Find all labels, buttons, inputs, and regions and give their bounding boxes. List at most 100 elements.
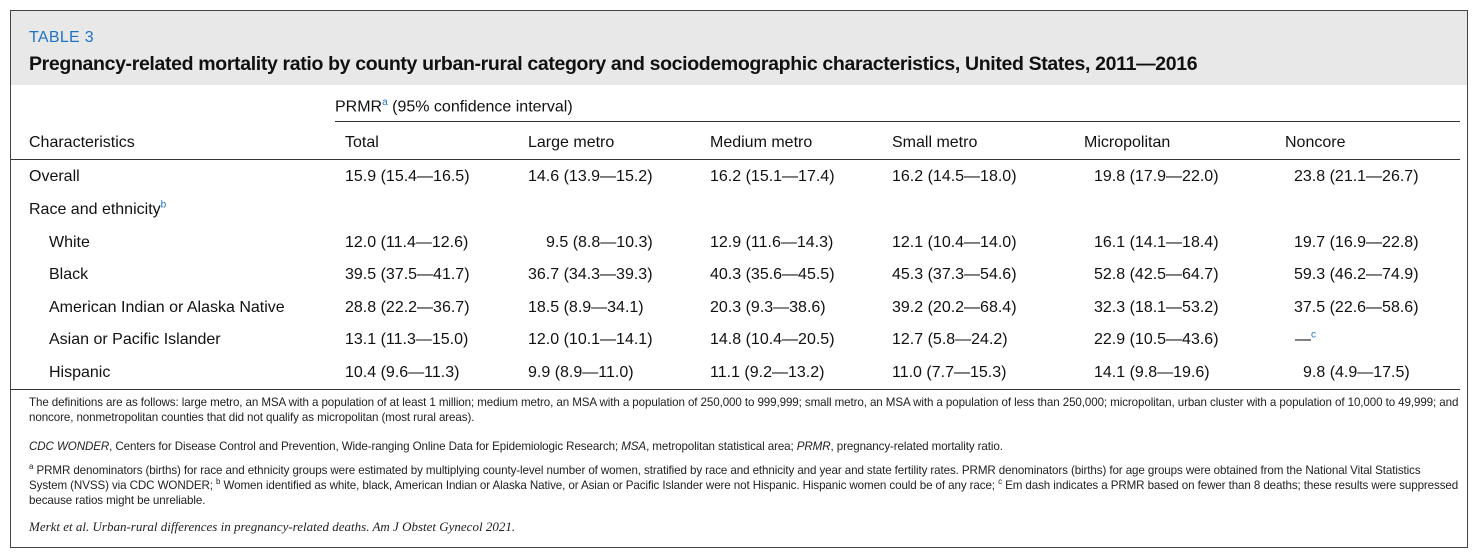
footnote-b-text: Women identified as white, black, Americ… [220,479,999,492]
cell-value: 12.0 (11.4—12.6) [345,234,469,251]
row-label: Race and ethnicityb [29,200,166,220]
cell-value: 45.3 (37.3—54.6) [892,266,1017,283]
footnote-marker: b [160,199,167,211]
table-cell: 39.2 (20.2—68.4) [892,298,1017,318]
footnote-marker: c [1311,329,1316,341]
cell-value: 52.8 (42.5—64.7) [1094,266,1219,283]
table-cell: 23.8 (21.1—26.7) [1294,167,1419,187]
row-label: Black [49,265,88,285]
table-cell: 14.8 (10.4—20.5) [710,330,835,350]
table-cell: 39.5 (37.5—41.7) [345,265,470,285]
table-cell: 19.7 (16.9—22.8) [1294,233,1419,253]
spanner-rule [335,121,1460,122]
table-cell: 40.3 (35.6—45.5) [710,265,835,285]
cell-value: 13.1 (11.3—15.0) [345,331,469,348]
abbrev-msa-text: , metropolitan statistical area; [646,440,797,453]
table-cell: 12.9 (11.6—14.3) [710,233,833,253]
table-cell: 19.8 (17.9—22.0) [1094,167,1219,187]
cell-value: 36.7 (34.3—39.3) [528,266,653,283]
table-cell: 52.8 (42.5—64.7) [1094,265,1219,285]
table-header: TABLE 3 Pregnancy-related mortality rati… [11,11,1467,85]
row-label: Asian or Pacific Islander [49,330,221,350]
table-cell: 37.5 (22.6—58.6) [1294,298,1419,318]
cell-value: 9.9 (8.9—11.0) [528,364,634,381]
cell-value: 12.9 (11.6—14.3) [710,234,834,251]
bottom-rule [11,389,1460,390]
table-cell: 32.3 (18.1—53.2) [1094,298,1219,318]
cell-value: 12.7 (5.8—24.2) [892,331,1008,348]
row-label: Overall [29,167,80,187]
cell-value: 10.4 (9.6—11.3) [345,364,460,381]
abbrev-prmr: PRMR [796,440,831,453]
row-label-text: American Indian or Alaska Native [49,299,285,316]
cell-value: 16.2 (14.5—18.0) [892,168,1017,185]
table-cell: 9.5 (8.8—10.3) [546,233,653,253]
table-cell: —c [1295,330,1316,350]
footnotes: a PRMR denominators (births) for race an… [29,463,1459,508]
table-cell: 12.0 (11.4—12.6) [345,233,468,253]
cell-value: 14.8 (10.4—20.5) [710,331,835,348]
cell-value: 32.3 (18.1—53.2) [1094,299,1219,316]
column-header-small-metro: Small metro [892,134,978,151]
table-cell: 11.1 (9.2—13.2) [710,363,824,383]
abbrev-cdc-wonder: CDC WONDER [29,440,110,453]
row-label: White [49,233,90,253]
row-label-text: Overall [29,168,80,185]
row-label: American Indian or Alaska Native [49,298,285,318]
cell-value: 37.5 (22.6—58.6) [1294,299,1419,316]
cell-value: 18.5 (8.9—34.1) [528,299,644,316]
cell-value: 19.8 (17.9—22.0) [1094,168,1219,185]
table-cell: 20.3 (9.3—38.6) [710,298,826,318]
table-cell: 9.9 (8.9—11.0) [528,363,634,383]
row-label-text: White [49,234,90,251]
definitions-note: The definitions are as follows: large me… [29,396,1459,424]
cell-value: 16.2 (15.1—17.4) [710,168,835,185]
column-header-characteristics: Characteristics [29,134,135,151]
prmr-spanner-header: PRMRa (95% confidence interval) [335,97,573,116]
abbreviations-note: CDC WONDER, Centers for Disease Control … [29,439,1459,454]
table-cell: 18.5 (8.9—34.1) [528,298,644,318]
table-cell: 16.2 (15.1—17.4) [710,167,835,187]
table-cell: 11.0 (7.7—15.3) [892,363,1006,383]
table-cell: 10.4 (9.6—11.3) [345,363,459,383]
abbrev-prmr-text: , pregnancy-related mortality ratio. [830,440,1003,453]
header-rule [11,159,1460,160]
table-title: Pregnancy-related mortality ratio by cou… [29,53,1198,75]
footnote-a-text: PRMR denominators (births) for race and … [29,464,1421,492]
cell-value: 39.2 (20.2—68.4) [892,299,1017,316]
cell-value: 14.6 (13.9—15.2) [528,168,653,185]
table-cell: 16.2 (14.5—18.0) [892,167,1017,187]
column-header-noncore: Noncore [1285,134,1346,151]
table-cell: 12.7 (5.8—24.2) [892,330,1008,350]
table-cell: 12.0 (10.1—14.1) [528,330,653,350]
abbrev-cdc-wonder-text: , Centers for Disease Control and Preven… [109,440,622,453]
column-header-medium-metro: Medium metro [710,134,813,151]
table-cell: 15.9 (15.4—16.5) [345,167,470,187]
table-cell: 28.8 (22.2—36.7) [345,298,470,318]
table-cell: 13.1 (11.3—15.0) [345,330,468,350]
column-header-micropolitan: Micropolitan [1084,134,1171,151]
cell-value: 40.3 (35.6—45.5) [710,266,835,283]
cell-value: 14.1 (9.8—19.6) [1094,364,1210,381]
cell-value: 12.1 (10.4—14.0) [892,234,1017,251]
cell-value: 23.8 (21.1—26.7) [1294,168,1419,185]
table-frame: TABLE 3 Pregnancy-related mortality rati… [10,10,1468,548]
footnote-c-text: Em dash indicates a PRMR based on fewer … [29,479,1459,507]
column-header-large-metro: Large metro [528,134,615,151]
row-label-text: Asian or Pacific Islander [49,331,221,348]
row-label-text: Race and ethnicity [29,201,161,218]
row-label-text: Hispanic [49,364,111,381]
citation: Merkt et al. Urban-rural differences in … [29,519,516,534]
table-number-label: TABLE 3 [29,29,94,46]
table-cell: 14.6 (13.9—15.2) [528,167,653,187]
row-label-text: Black [49,266,89,283]
table-cell: 12.1 (10.4—14.0) [892,233,1017,253]
table-cell: 36.7 (34.3—39.3) [528,265,653,285]
footnote-a-mark: a [29,462,34,472]
table-cell: 14.1 (9.8—19.6) [1094,363,1210,383]
cell-value: 15.9 (15.4—16.5) [345,168,470,185]
footnote-a-marker: a [382,97,388,108]
cell-value: 16.1 (14.1—18.4) [1094,234,1219,251]
table-cell: 22.9 (10.5—43.6) [1094,330,1219,350]
cell-value: 39.5 (37.5—41.7) [345,266,470,283]
